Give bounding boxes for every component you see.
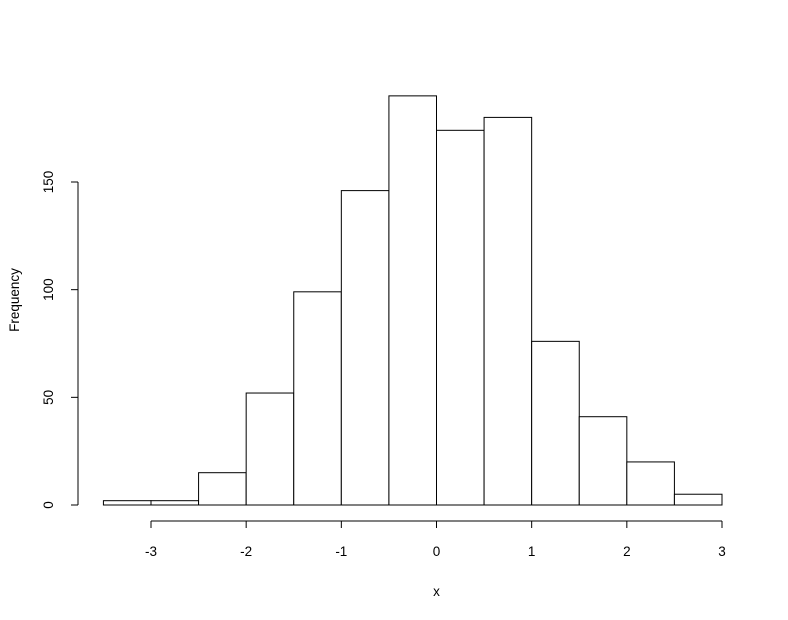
x-tick-label: -3 xyxy=(145,544,157,559)
x-tick-label: -2 xyxy=(240,544,252,559)
histogram-bar xyxy=(673,493,723,506)
histogram-bar xyxy=(436,129,485,506)
histogram-bar xyxy=(150,500,200,506)
y-tick-label: 100 xyxy=(41,278,56,301)
y-tick-label: 0 xyxy=(41,501,56,509)
x-tick-label: 1 xyxy=(528,544,536,559)
bars-group xyxy=(102,95,723,506)
histogram-bar xyxy=(531,340,580,506)
y-tick-label: 150 xyxy=(41,171,56,194)
x-tick-label: 0 xyxy=(433,544,441,559)
y-tick-label: 50 xyxy=(41,390,56,405)
x-tick-label: -1 xyxy=(335,544,347,559)
x-axis-label: x xyxy=(433,584,440,599)
histogram-bar xyxy=(483,116,533,506)
histogram-bar xyxy=(198,472,247,506)
histogram-bar xyxy=(102,500,152,506)
histogram-bar xyxy=(293,291,342,506)
histogram-bar xyxy=(388,95,438,506)
x-axis: -3 -2 -1 0 1 2 3 xyxy=(145,520,726,559)
x-tick-label: 3 xyxy=(718,544,726,559)
y-axis-label: Frequency xyxy=(7,268,22,332)
y-axis: 0 50 100 150 xyxy=(41,171,79,509)
histogram-bar xyxy=(626,461,675,506)
histogram-bar xyxy=(245,392,295,506)
histogram-bar xyxy=(578,416,628,506)
histogram-bar xyxy=(340,190,390,506)
x-tick-label: 2 xyxy=(623,544,631,559)
